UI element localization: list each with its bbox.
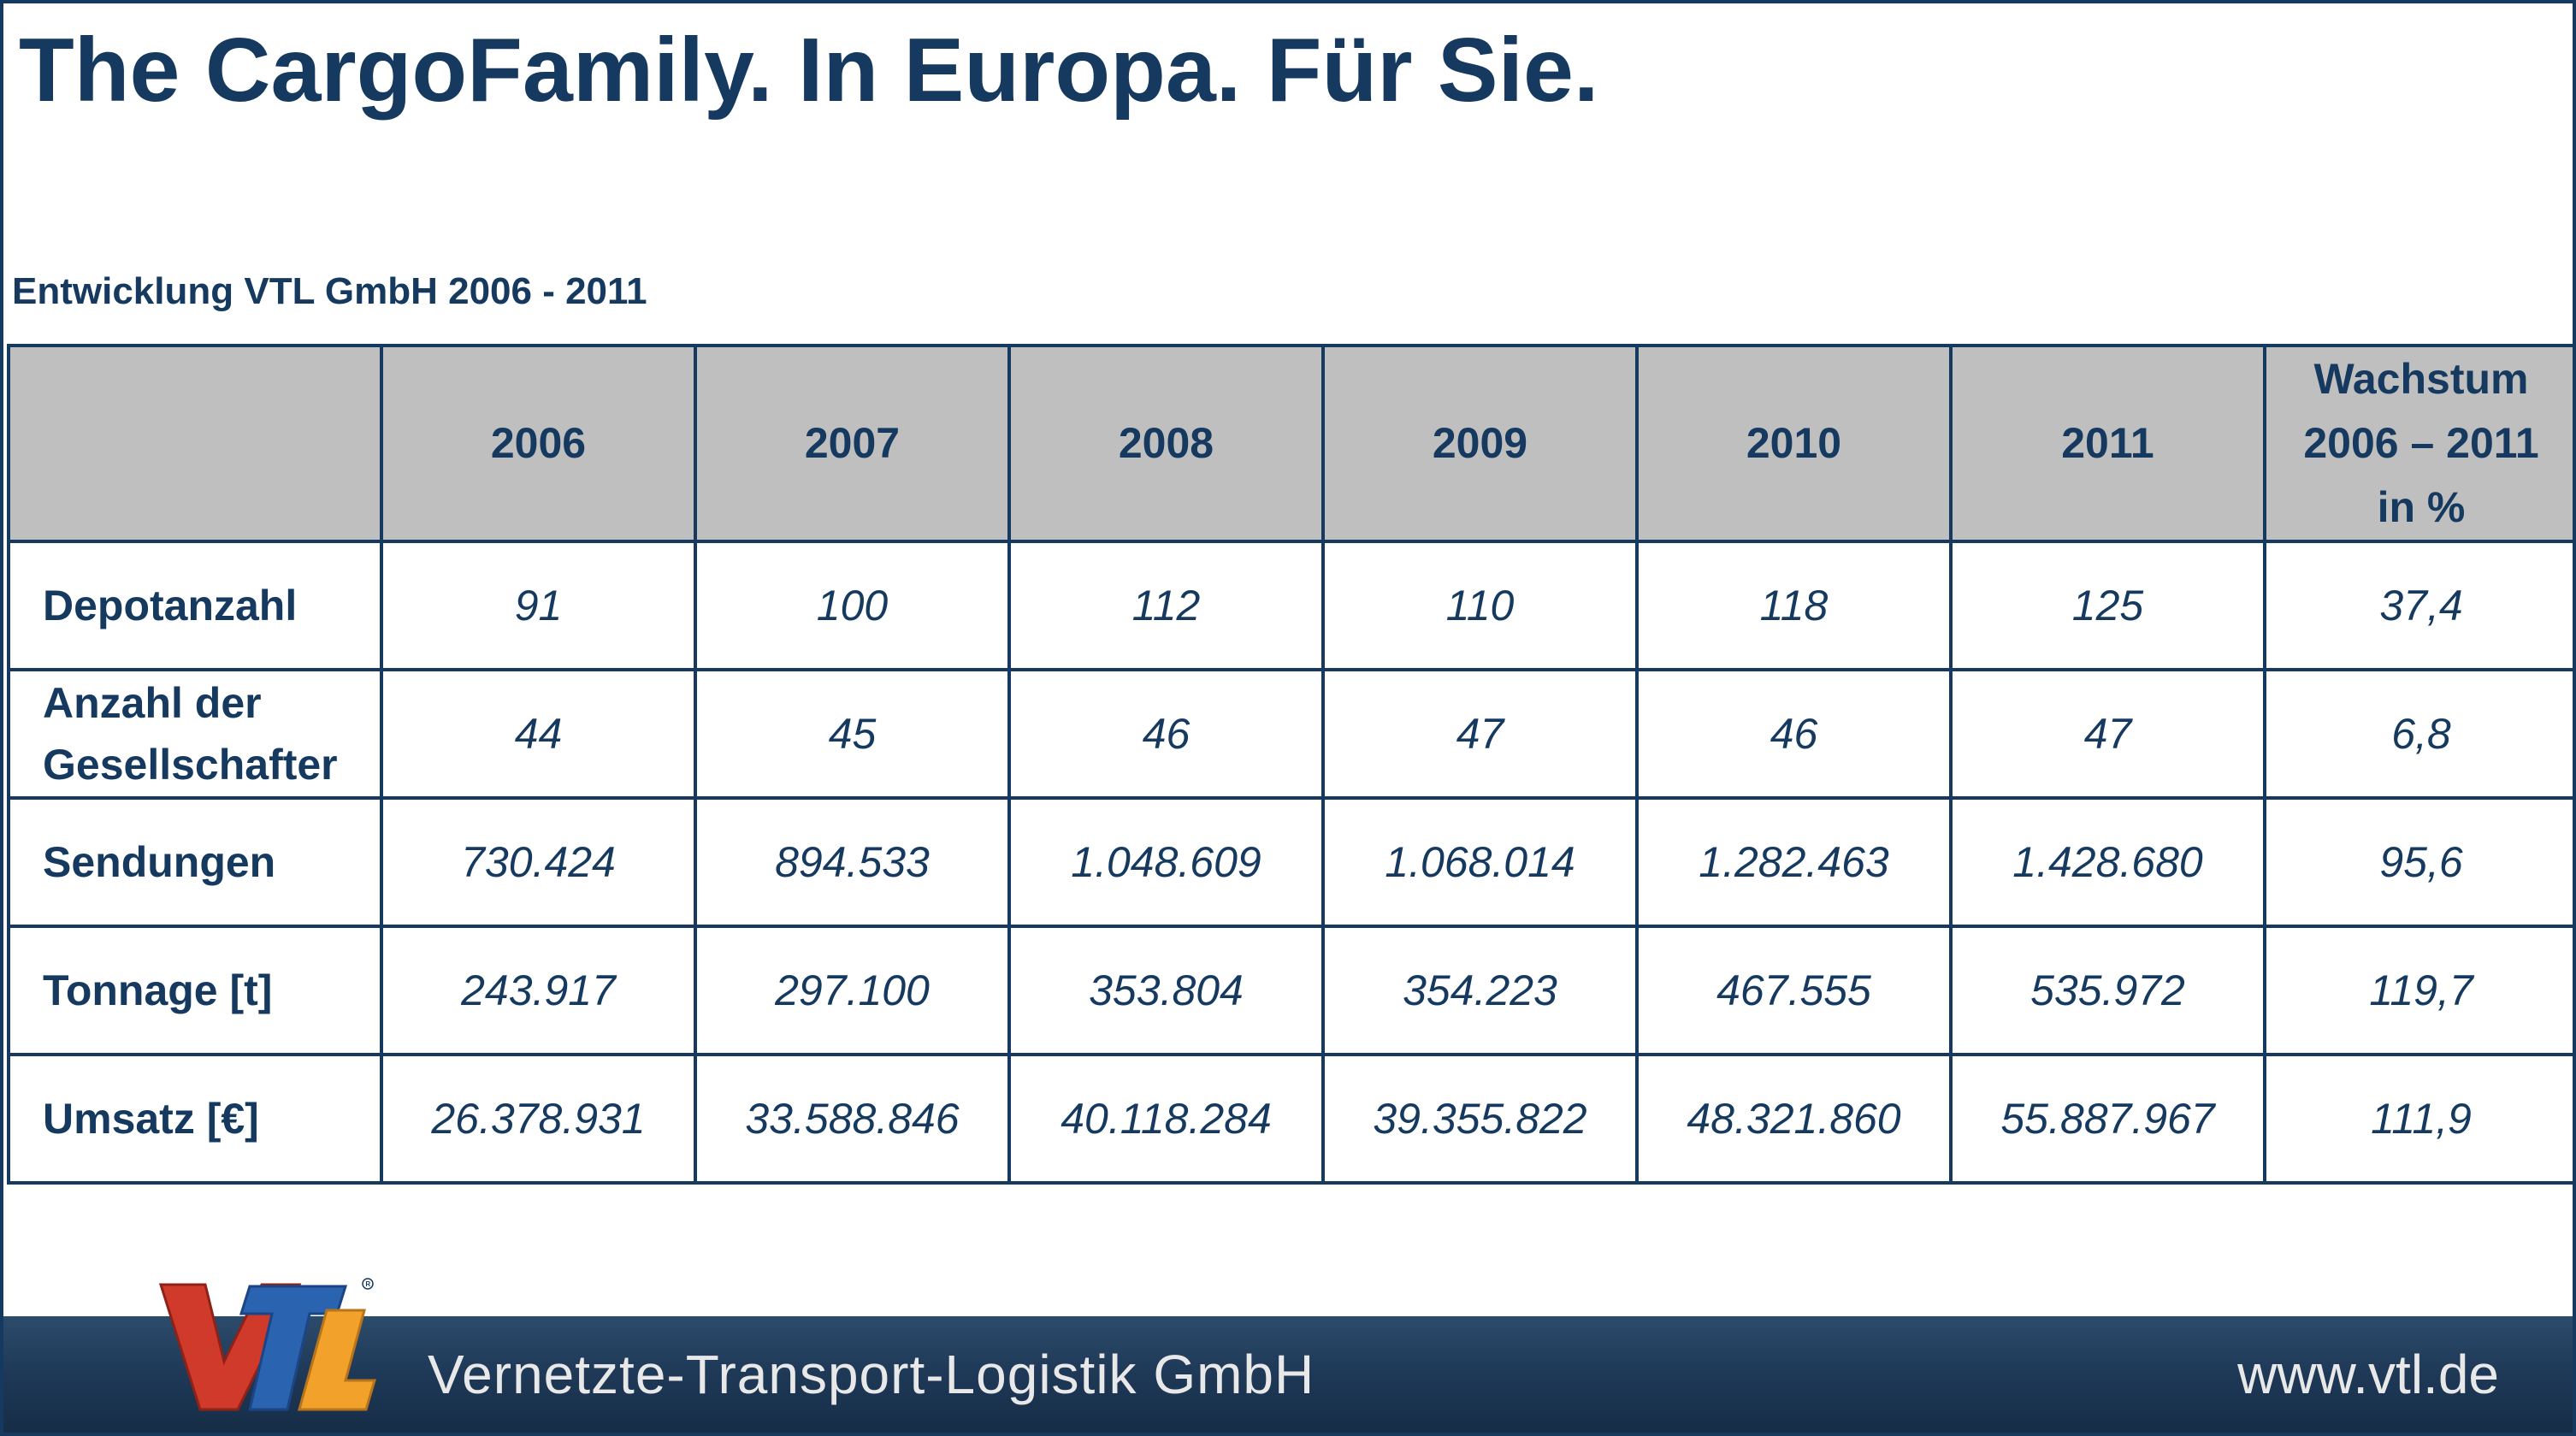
year-header: 2009 xyxy=(1321,344,1639,543)
table-row: Anzahl der Gesellschafter 44 45 46 47 46… xyxy=(7,668,2573,800)
value-cell: 48.321.860 xyxy=(1635,1053,1953,1185)
value-cell: 1.068.014 xyxy=(1321,796,1639,928)
value-cell: 535.972 xyxy=(1949,925,2266,1056)
growth-header-line: Wachstum xyxy=(2313,355,2529,403)
growth-header: Wachstum 2006 – 2011 in % xyxy=(2263,344,2573,543)
row-label-line: Anzahl der xyxy=(43,678,262,727)
growth-cell: 119,7 xyxy=(2263,925,2573,1056)
row-label: Tonnage [t] xyxy=(7,925,383,1056)
row-label-line: Gesellschafter xyxy=(43,741,338,789)
row-label: Umsatz [€] xyxy=(7,1053,383,1185)
value-cell: 243.917 xyxy=(380,925,697,1056)
value-cell: 118 xyxy=(1635,540,1953,671)
value-cell: 45 xyxy=(694,668,1011,800)
page-title: The CargoFamily. In Europa. Für Sie. xyxy=(19,20,1599,121)
value-cell: 1.282.463 xyxy=(1635,796,1953,928)
value-cell: 55.887.967 xyxy=(1949,1053,2266,1185)
table-row: Tonnage [t] 243.917 297.100 353.804 354.… xyxy=(7,925,2573,1056)
logo-letter-v xyxy=(158,1283,302,1411)
growth-header-line: in % xyxy=(2377,483,2466,531)
value-cell: 91 xyxy=(380,540,697,671)
value-cell: 125 xyxy=(1949,540,2266,671)
year-header: 2010 xyxy=(1635,344,1953,543)
vtl-logo: R xyxy=(158,1278,377,1411)
growth-cell: 6,8 xyxy=(2263,668,2573,800)
year-header: 2011 xyxy=(1949,344,2266,543)
development-table: 2006 2007 2008 2009 2010 2011 Wachstum 2… xyxy=(7,344,2573,1185)
year-header: 2008 xyxy=(1007,344,1325,543)
value-cell: 44 xyxy=(380,668,697,800)
value-cell: 297.100 xyxy=(694,925,1011,1056)
corner-cell xyxy=(7,344,383,543)
value-cell: 894.533 xyxy=(694,796,1011,928)
value-cell: 730.424 xyxy=(380,796,697,928)
value-cell: 46 xyxy=(1635,668,1953,800)
row-label: Sendungen xyxy=(7,796,383,928)
value-cell: 110 xyxy=(1321,540,1639,671)
value-cell: 100 xyxy=(694,540,1011,671)
value-cell: 40.118.284 xyxy=(1007,1053,1325,1185)
registered-mark-icon xyxy=(362,1278,374,1290)
table-row: Depotanzahl 91 100 112 110 118 125 37,4 xyxy=(7,540,2573,671)
value-cell: 1.428.680 xyxy=(1949,796,2266,928)
value-cell: 46 xyxy=(1007,668,1325,800)
value-cell: 39.355.822 xyxy=(1321,1053,1639,1185)
value-cell: 33.588.846 xyxy=(694,1053,1011,1185)
website-link[interactable]: www.vtl.de xyxy=(2237,1344,2499,1405)
growth-cell: 111,9 xyxy=(2263,1053,2573,1185)
growth-cell: 95,6 xyxy=(2263,796,2573,928)
row-label: Anzahl der Gesellschafter xyxy=(7,668,383,800)
year-header: 2007 xyxy=(694,344,1011,543)
value-cell: 26.378.931 xyxy=(380,1053,697,1185)
value-cell: 47 xyxy=(1949,668,2266,800)
value-cell: 467.555 xyxy=(1635,925,1953,1056)
table-header-row: 2006 2007 2008 2009 2010 2011 Wachstum 2… xyxy=(7,344,2573,543)
company-name: Vernetzte-Transport-Logistik GmbH xyxy=(428,1344,1315,1405)
value-cell: 354.223 xyxy=(1321,925,1639,1056)
year-header: 2006 xyxy=(380,344,697,543)
registered-mark-glyph: R xyxy=(365,1280,370,1288)
value-cell: 1.048.609 xyxy=(1007,796,1325,928)
logo-letter-l xyxy=(298,1309,377,1411)
value-cell: 47 xyxy=(1321,668,1639,800)
growth-cell: 37,4 xyxy=(2263,540,2573,671)
growth-header-line: 2006 – 2011 xyxy=(2303,419,2539,467)
value-cell: 112 xyxy=(1007,540,1325,671)
footer-band: Vernetzte-Transport-Logistik GmbH www.vt… xyxy=(3,1316,2573,1433)
table-caption: Entwicklung VTL GmbH 2006 - 2011 xyxy=(12,270,647,312)
value-cell: 353.804 xyxy=(1007,925,1325,1056)
table-row: Sendungen 730.424 894.533 1.048.609 1.06… xyxy=(7,796,2573,928)
row-label: Depotanzahl xyxy=(7,540,383,671)
logo-letter-t xyxy=(239,1285,348,1411)
table-row: Umsatz [€] 26.378.931 33.588.846 40.118.… xyxy=(7,1053,2573,1185)
